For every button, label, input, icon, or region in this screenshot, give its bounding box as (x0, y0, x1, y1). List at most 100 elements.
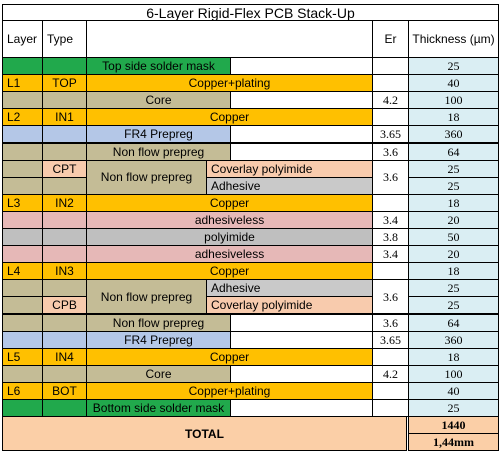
layer-cell (2, 125, 43, 144)
sub-material-cell: Adhesive (206, 279, 373, 298)
material-cell: Copper+plating (86, 381, 373, 400)
sub-material-cell: Coverlay polyimide (206, 159, 373, 178)
header-er: Er (372, 20, 409, 58)
material-cell: Core (86, 91, 231, 110)
gap-cell (230, 313, 373, 332)
material-cell: Copper+plating (86, 74, 373, 93)
thickness-cell: 18 (408, 193, 499, 212)
er-cell: 3.6 (372, 313, 409, 332)
er-cell: 3.4 (372, 245, 409, 264)
thickness-cell: 360 (408, 125, 499, 144)
gap-cell (230, 91, 373, 110)
material-cell: FR4 Prepreg (86, 125, 231, 144)
total-value-um: 1440 (408, 416, 499, 435)
er-cell: 3.6 (372, 142, 409, 161)
er-cell: 3.4 (372, 210, 409, 229)
header-type: Type (42, 20, 87, 58)
layer-cell: L3 (2, 193, 43, 212)
layer-cell (2, 228, 43, 247)
layer-cell (2, 142, 43, 161)
type-cell (42, 330, 87, 349)
type-cell: IN3 (42, 262, 87, 281)
layer-cell (2, 91, 43, 110)
layer-cell: L6 (2, 381, 43, 400)
material-cell: Copper (86, 108, 373, 127)
material-cell: Non flow prepreg (86, 313, 231, 332)
thickness-cell: 20 (408, 210, 499, 229)
layer-cell: L5 (2, 347, 43, 366)
material-cell: polyimide (86, 228, 373, 247)
er-cell (372, 193, 409, 212)
layer-cell (2, 245, 43, 264)
thickness-cell: 100 (408, 364, 499, 383)
thickness-cell: 18 (408, 347, 499, 366)
er-cell: 4.2 (372, 91, 409, 110)
gap-cell (230, 57, 373, 76)
sub-material-cell: Adhesive (206, 176, 373, 195)
er-cell: 3.6 (372, 279, 409, 315)
layer-cell (2, 159, 43, 178)
type-cell (42, 125, 87, 144)
material-cell: FR4 Prepreg (86, 330, 231, 349)
type-cell (42, 399, 87, 418)
type-cell: IN2 (42, 193, 87, 212)
layer-cell (2, 210, 43, 229)
header-thickness: Thickness (µm) (408, 20, 499, 58)
er-cell: 4.2 (372, 364, 409, 383)
thickness-cell: 18 (408, 108, 499, 127)
gap-cell (230, 399, 373, 418)
er-cell (372, 74, 409, 93)
er-cell (372, 262, 409, 281)
gap-cell (230, 125, 373, 144)
layer-cell (2, 176, 43, 195)
material-cell: Core (86, 364, 231, 383)
type-cell (42, 279, 87, 298)
er-cell: 3.6 (372, 159, 409, 195)
layer-cell (2, 296, 43, 315)
layer-cell: L4 (2, 262, 43, 281)
type-cell (42, 210, 87, 229)
type-cell: TOP (42, 74, 87, 93)
layer-cell: L2 (2, 108, 43, 127)
type-cell: CPT (42, 159, 87, 178)
material-cell: adhesiveless (86, 210, 373, 229)
er-cell (372, 399, 409, 418)
gap-cell (230, 142, 373, 161)
stackup-title: 6-Layer Rigid-Flex PCB Stack-Up (2, 4, 499, 21)
type-cell: IN4 (42, 347, 87, 366)
type-cell (42, 91, 87, 110)
layer-cell (2, 364, 43, 383)
material-cell: Copper (86, 193, 373, 212)
type-cell (42, 245, 87, 264)
material-cell: Bottom side solder mask (86, 399, 231, 418)
type-cell (42, 176, 87, 195)
material-cell: adhesiveless (86, 245, 373, 264)
type-cell: CPB (42, 296, 87, 315)
type-cell (42, 228, 87, 247)
thickness-cell: 64 (408, 313, 499, 332)
thickness-cell: 360 (408, 330, 499, 349)
er-cell: 3.65 (372, 125, 409, 144)
thickness-cell: 25 (408, 159, 499, 178)
thickness-cell: 25 (408, 399, 499, 418)
type-cell (42, 313, 87, 332)
layer-cell (2, 399, 43, 418)
gap-cell (230, 330, 373, 349)
material-cell: Non flow prepreg (86, 279, 207, 315)
material-cell: Non flow prepreg (86, 142, 231, 161)
thickness-cell: 18 (408, 262, 499, 281)
material-cell: Copper (86, 262, 373, 281)
er-cell: 3.8 (372, 228, 409, 247)
type-cell: IN1 (42, 108, 87, 127)
er-cell (372, 57, 409, 76)
total-value-mm: 1,44mm (408, 433, 499, 452)
layer-cell (2, 330, 43, 349)
thickness-cell: 25 (408, 279, 499, 298)
material-cell: Top side solder mask (86, 57, 231, 76)
thickness-cell: 40 (408, 74, 499, 93)
type-cell (42, 364, 87, 383)
layer-cell: L1 (2, 74, 43, 93)
er-cell (372, 347, 409, 366)
type-cell (42, 57, 87, 76)
